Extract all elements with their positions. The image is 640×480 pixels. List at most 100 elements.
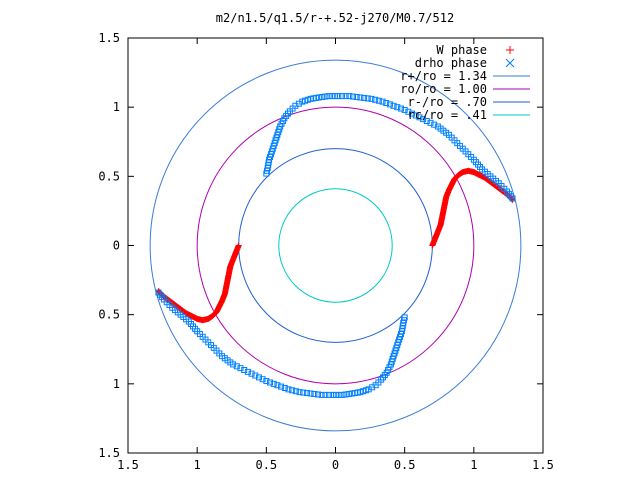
legend-label-w-phase: W phase bbox=[436, 43, 487, 57]
legend-key-x bbox=[505, 58, 515, 68]
x-tick-label: 0.5 bbox=[255, 458, 277, 472]
drho-phase-point bbox=[307, 390, 314, 397]
drho-phase-point bbox=[263, 378, 270, 385]
drho-phase-point bbox=[394, 104, 401, 111]
drho-phase-point bbox=[248, 370, 255, 377]
drho-phase-point bbox=[372, 96, 379, 103]
reference-circle bbox=[149, 59, 522, 432]
drho-phase-point bbox=[285, 386, 292, 393]
x-tick-label: 1.5 bbox=[117, 458, 139, 472]
drho-phase-point bbox=[270, 380, 277, 387]
drho-phase-point bbox=[349, 390, 356, 397]
drho-phase-point bbox=[416, 114, 423, 121]
drho-phase-point bbox=[322, 391, 329, 398]
drho-phase-point bbox=[241, 367, 248, 373]
y-tick-label: 0 bbox=[113, 239, 120, 253]
drho-phase-series bbox=[155, 93, 516, 398]
drho-phase-point bbox=[335, 93, 342, 100]
drho-phase-point bbox=[345, 390, 352, 397]
drho-phase-point bbox=[342, 93, 349, 100]
drho-phase-point bbox=[233, 363, 240, 370]
drho-phase-point bbox=[364, 95, 371, 102]
drho-phase-point bbox=[350, 93, 357, 100]
y-tick-label: 1.5 bbox=[98, 31, 120, 45]
reference-circle bbox=[238, 148, 433, 343]
drho-phase-point bbox=[427, 119, 434, 126]
drho-phase-point bbox=[259, 376, 266, 383]
drho-phase-point bbox=[342, 391, 349, 398]
drho-phase-point bbox=[274, 382, 281, 389]
drho-phase-point bbox=[292, 388, 299, 395]
drho-phase-point bbox=[325, 93, 332, 100]
drho-phase-point bbox=[303, 390, 310, 397]
drho-phase-point bbox=[296, 389, 303, 396]
x-tick-label: 0.5 bbox=[394, 458, 416, 472]
axis-ticks bbox=[127, 37, 544, 454]
drho-phase-point bbox=[401, 106, 408, 113]
drho-phase-point bbox=[244, 368, 251, 375]
drho-phase-point bbox=[326, 391, 333, 398]
drho-phase-point bbox=[386, 101, 393, 108]
drho-phase-point bbox=[322, 93, 329, 100]
chart-title: m2/n1.5/q1.5/r-+.52-j270/M0.7/512 bbox=[216, 11, 454, 25]
y-tick-label: 0.5 bbox=[98, 308, 120, 322]
drho-phase-point bbox=[361, 94, 368, 101]
x-tick-labels: 1.5 1 0.5 0 0.5 1 1.5 bbox=[117, 458, 554, 472]
drho-phase-point bbox=[315, 94, 322, 101]
legend-label-r-minus: r-/ro = .70 bbox=[408, 95, 487, 109]
drho-phase-point bbox=[278, 383, 285, 390]
drho-phase-point bbox=[420, 116, 427, 123]
y-tick-label: 1 bbox=[113, 100, 120, 114]
drho-phase-point bbox=[328, 93, 335, 100]
drho-phase-point bbox=[155, 289, 162, 296]
x-tick-label: 0 bbox=[332, 458, 339, 472]
drho-phase-point bbox=[332, 93, 339, 100]
drho-phase-point bbox=[237, 365, 244, 372]
drho-phase-point bbox=[338, 93, 345, 100]
drho-phase-point bbox=[412, 112, 419, 119]
drho-phase-point bbox=[368, 95, 375, 102]
drho-phase-point bbox=[252, 372, 259, 379]
drho-phase-point bbox=[255, 374, 262, 381]
legend-label-drho-phase: drho phase bbox=[415, 56, 487, 70]
legend: W phase drho phase r+/ro = 1.34 ro/ro = … bbox=[400, 43, 530, 122]
drho-phase-point bbox=[383, 100, 390, 107]
reference-circle bbox=[278, 188, 393, 303]
drho-phase-point bbox=[390, 102, 397, 109]
y-tick-label: 1 bbox=[113, 377, 120, 391]
legend-keys bbox=[493, 46, 530, 116]
legend-label-ro: ro/ro = 1.00 bbox=[400, 82, 487, 96]
drho-phase-point bbox=[336, 391, 343, 398]
drho-phase-point bbox=[405, 108, 412, 115]
drho-phase-point bbox=[267, 379, 274, 386]
drho-phase-point bbox=[431, 121, 438, 128]
drho-phase-point bbox=[311, 390, 318, 397]
x-tick-label: 1 bbox=[470, 458, 477, 472]
drho-phase-point bbox=[314, 391, 321, 398]
drho-phase-point bbox=[509, 195, 516, 202]
legend-label-rc: rc/ro = .41 bbox=[408, 108, 487, 122]
y-tick-label: 1.5 bbox=[98, 446, 120, 460]
drho-phase-point bbox=[281, 384, 288, 391]
drho-phase-point bbox=[339, 391, 346, 398]
drho-phase-point bbox=[319, 94, 326, 101]
drho-phase-point bbox=[300, 389, 307, 396]
drho-phase-point bbox=[423, 118, 430, 124]
drho-phase-point bbox=[379, 98, 386, 105]
reference-circle bbox=[196, 106, 475, 385]
drho-phase-point bbox=[329, 391, 336, 398]
y-tick-labels: 1.5 1 0.5 0 0.5 1 1.5 bbox=[98, 31, 120, 460]
drho-phase-point bbox=[409, 110, 416, 117]
drho-phase-point bbox=[289, 387, 296, 394]
drho-phase-point bbox=[353, 94, 360, 101]
y-tick-label: 0.5 bbox=[98, 169, 120, 183]
drho-phase-point bbox=[357, 94, 364, 101]
drho-phase-point bbox=[346, 93, 353, 100]
drho-phase-point bbox=[375, 97, 382, 104]
drho-phase-point bbox=[332, 391, 339, 398]
w-phase-series bbox=[155, 167, 516, 324]
legend-label-r-plus: r+/ro = 1.34 bbox=[400, 69, 487, 83]
x-tick-label: 1.5 bbox=[532, 458, 554, 472]
legend-key-plus bbox=[506, 46, 514, 54]
